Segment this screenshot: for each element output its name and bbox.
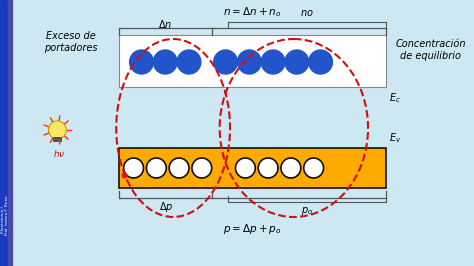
Text: $E_v$: $E_v$ — [389, 131, 401, 145]
Circle shape — [258, 158, 278, 178]
Circle shape — [146, 158, 166, 178]
Circle shape — [154, 50, 177, 74]
Circle shape — [236, 158, 255, 178]
Bar — [118, 148, 386, 188]
Text: $\Delta p$: $\Delta p$ — [159, 200, 173, 214]
Bar — [118, 35, 386, 87]
Text: $E_c$: $E_c$ — [389, 91, 401, 105]
Circle shape — [285, 50, 309, 74]
Circle shape — [129, 50, 154, 74]
Text: $p = \Delta p + p_o$: $p = \Delta p + p_o$ — [223, 222, 282, 236]
Text: $h\nu$: $h\nu$ — [53, 148, 65, 159]
Circle shape — [281, 158, 301, 178]
Circle shape — [192, 158, 212, 178]
Circle shape — [177, 50, 201, 74]
Text: $\Delta n$: $\Delta n$ — [158, 18, 173, 30]
Circle shape — [237, 50, 261, 74]
Text: $p_o$: $p_o$ — [301, 205, 313, 217]
Text: Electrónica I: Electrónica I — [1, 207, 5, 233]
Text: Exceso de
portadores: Exceso de portadores — [45, 31, 98, 53]
Circle shape — [124, 158, 144, 178]
Circle shape — [309, 50, 332, 74]
Bar — [0, 0, 8, 266]
Bar — [54, 137, 61, 141]
Circle shape — [214, 50, 237, 74]
Circle shape — [304, 158, 324, 178]
Bar — [8, 0, 12, 266]
Circle shape — [48, 121, 66, 139]
Text: $no$: $no$ — [300, 8, 314, 18]
Circle shape — [169, 158, 189, 178]
Text: Concentración
de equilibrio: Concentración de equilibrio — [395, 39, 465, 61]
Text: Prof. Isidora P. Perez.: Prof. Isidora P. Perez. — [5, 195, 9, 235]
Text: $n = \Delta n + n_o$: $n = \Delta n + n_o$ — [223, 5, 282, 19]
Circle shape — [261, 50, 285, 74]
